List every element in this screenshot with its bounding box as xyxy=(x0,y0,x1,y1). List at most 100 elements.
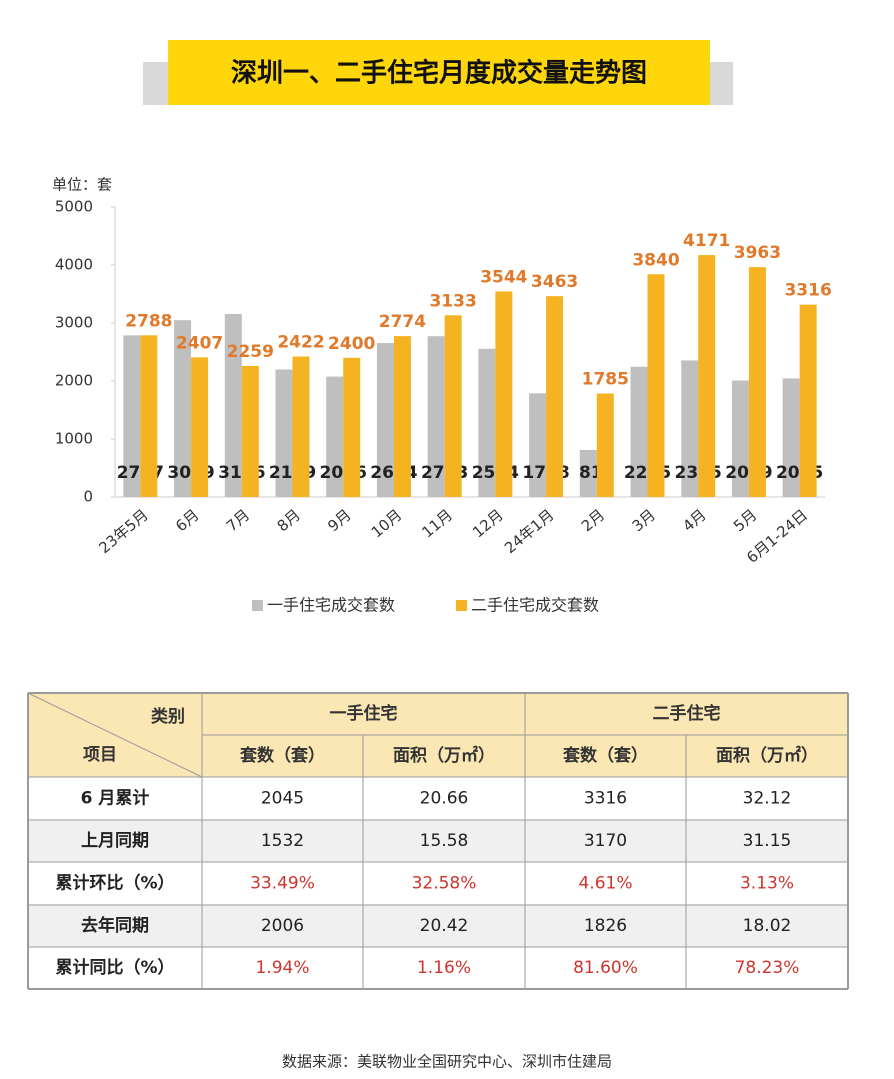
row-label: 上月同期 xyxy=(81,831,149,851)
bar xyxy=(495,291,513,497)
bar xyxy=(444,315,462,497)
sub-header: 面积（万㎡） xyxy=(716,745,818,766)
corner-diagonal xyxy=(27,692,203,778)
x-tick-label: 11月 xyxy=(418,506,456,542)
bar xyxy=(647,274,665,497)
bar xyxy=(427,336,445,497)
data-label: 4171 xyxy=(683,231,730,251)
table-cell: 20.66 xyxy=(420,789,469,809)
table-cell: 2006 xyxy=(261,916,304,936)
x-tick-label: 6月 xyxy=(172,506,202,536)
table-cell: 78.23% xyxy=(735,958,800,978)
sub-header: 套数（套） xyxy=(562,745,648,766)
row-label: 累计环比（%） xyxy=(55,873,174,894)
title-box xyxy=(168,40,710,105)
table-cell: 31.15 xyxy=(743,831,792,851)
bar xyxy=(174,320,192,497)
table-cell: 1.94% xyxy=(255,958,309,978)
bar xyxy=(478,348,496,497)
bar xyxy=(579,449,597,497)
table-cell: 2045 xyxy=(261,789,304,809)
data-label: 3463 xyxy=(531,272,578,292)
bar xyxy=(546,296,564,497)
bar xyxy=(191,357,209,497)
data-label: 2259 xyxy=(227,342,274,362)
table-cell: 32.12 xyxy=(743,789,792,809)
x-tick-label: 5月 xyxy=(730,506,760,536)
row-label: 6 月累计 xyxy=(81,788,150,809)
table-cell: 15.58 xyxy=(420,831,469,851)
bar xyxy=(681,360,699,497)
bar xyxy=(698,255,716,497)
table-cell: 1826 xyxy=(584,916,627,936)
bar xyxy=(596,393,614,497)
row-label: 累计同比（%） xyxy=(55,957,174,978)
table-cell: 3316 xyxy=(584,789,627,809)
bar xyxy=(376,343,394,497)
bar xyxy=(799,304,817,497)
data-label: 1785 xyxy=(582,369,629,389)
table-cell: 81.60% xyxy=(573,958,638,978)
table-cell: 4.61% xyxy=(578,874,632,894)
corner-label: 类别 xyxy=(151,706,185,727)
table-cell: 18.02 xyxy=(743,916,792,936)
y-tick-label: 0 xyxy=(83,488,93,506)
legend-label: 二手住宅成交套数 xyxy=(471,596,599,615)
x-tick-label: 3月 xyxy=(629,506,659,536)
data-label: 2774 xyxy=(379,312,426,332)
x-tick-label: 9月 xyxy=(324,506,354,536)
legend-label: 一手住宅成交套数 xyxy=(267,596,395,615)
legend-swatch xyxy=(252,600,263,611)
x-tick-label: 2月 xyxy=(578,506,608,536)
y-tick-label: 3000 xyxy=(55,314,93,332)
unit-label: 单位：套 xyxy=(52,176,112,194)
corner-label: 项目 xyxy=(83,745,117,765)
data-label: 3963 xyxy=(734,243,781,263)
x-tick-label: 8月 xyxy=(274,506,304,536)
sub-header: 面积（万㎡） xyxy=(393,745,495,766)
sub-header: 套数（套） xyxy=(239,745,325,766)
bar xyxy=(748,267,766,497)
bar xyxy=(343,357,361,497)
bar xyxy=(393,336,411,497)
x-tick-label: 12月 xyxy=(469,506,507,542)
data-label: 2422 xyxy=(277,333,324,353)
y-tick-label: 2000 xyxy=(55,372,93,390)
table-row-bg xyxy=(28,820,848,862)
table-cell: 1.16% xyxy=(417,958,471,978)
data-label: 3133 xyxy=(429,291,476,311)
y-tick-label: 1000 xyxy=(55,430,93,448)
table-cell: 3.13% xyxy=(740,874,794,894)
y-tick-label: 5000 xyxy=(55,198,93,216)
data-label: 2407 xyxy=(176,333,223,353)
bar xyxy=(123,335,141,497)
group-header: 一手住宅 xyxy=(330,703,398,724)
table-cell: 1532 xyxy=(261,831,304,851)
bar xyxy=(326,376,344,497)
chart-title: 深圳一、二手住宅月度成交量走势图 xyxy=(231,58,647,89)
table-cell: 32.58% xyxy=(412,874,477,894)
data-label: 3544 xyxy=(480,267,527,287)
bar xyxy=(224,313,242,497)
table-row-bg xyxy=(28,947,848,989)
legend-swatch xyxy=(456,600,467,611)
bar xyxy=(275,369,293,497)
table-row-bg xyxy=(28,777,848,820)
bar xyxy=(292,356,310,497)
table-row-bg xyxy=(28,905,848,947)
x-tick-label: 7月 xyxy=(223,506,253,536)
group-header: 二手住宅 xyxy=(653,703,721,724)
bar xyxy=(731,380,749,497)
table-cell: 20.42 xyxy=(420,916,469,936)
bar xyxy=(529,393,547,497)
row-label: 去年同期 xyxy=(81,915,149,936)
y-tick-label: 4000 xyxy=(55,256,93,274)
table-row-bg xyxy=(28,862,848,905)
table-cell: 3170 xyxy=(584,831,627,851)
source: 数据来源：美联物业全国研究中心、深圳市住建局 xyxy=(282,1053,612,1071)
bar xyxy=(241,365,259,497)
x-tick-label: 10月 xyxy=(368,506,406,542)
data-label: 2400 xyxy=(328,334,375,354)
bar xyxy=(630,366,648,497)
